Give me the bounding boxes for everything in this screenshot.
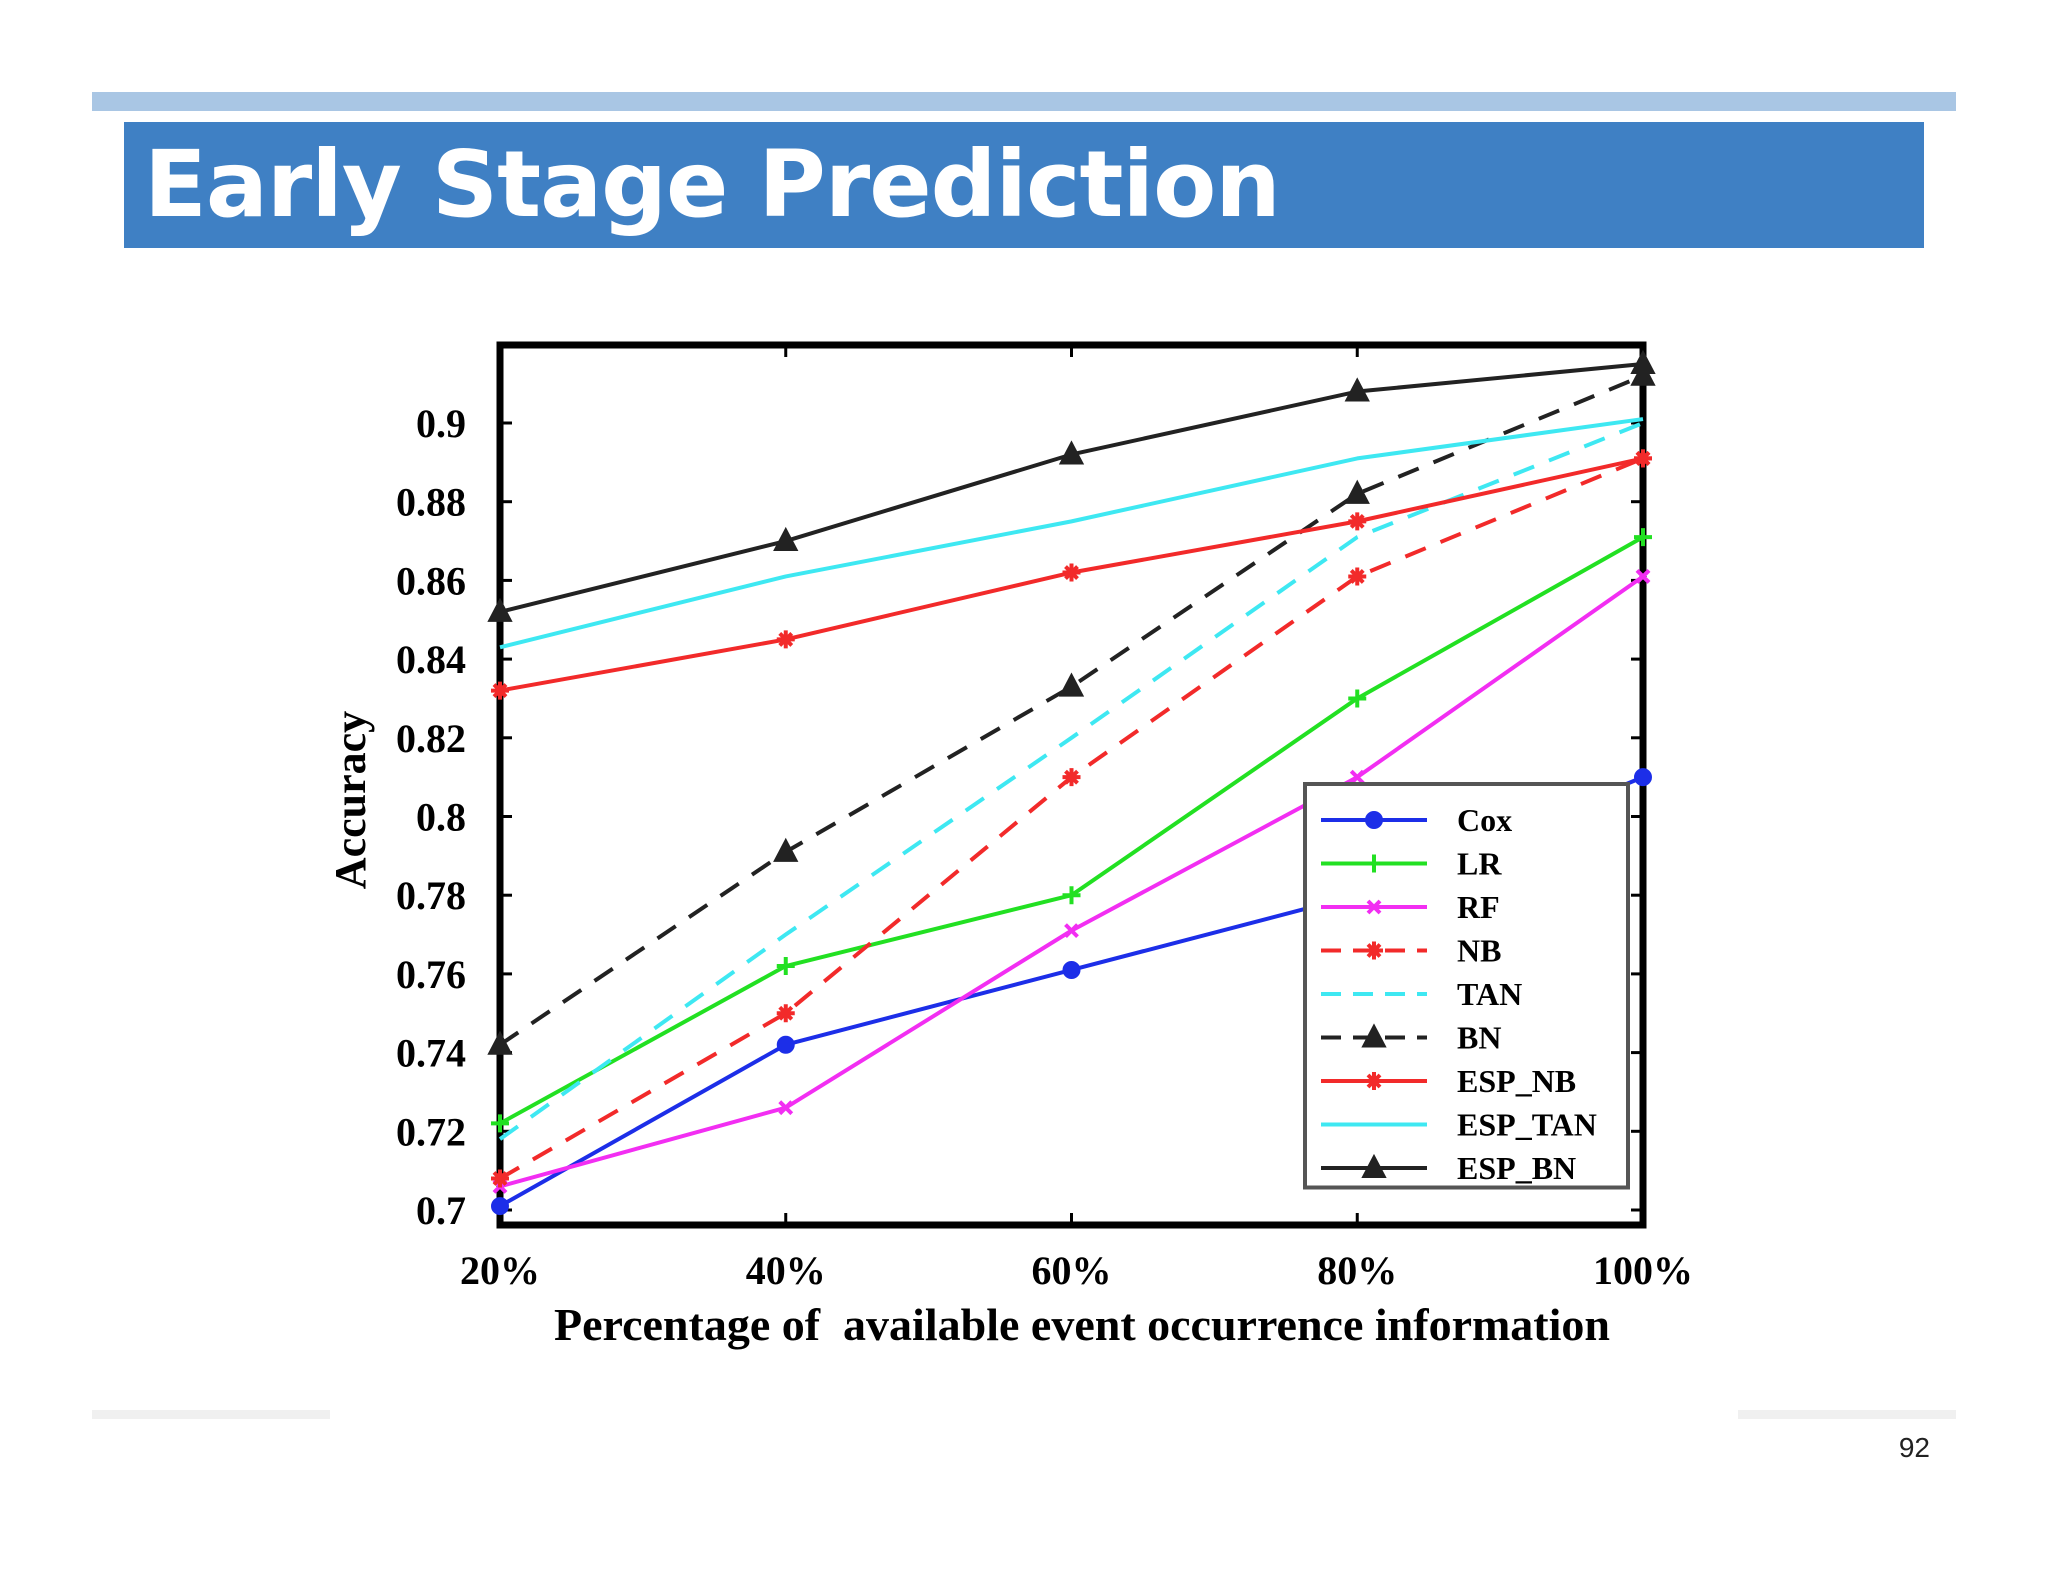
data-point-cox <box>1634 768 1652 787</box>
data-point-esp-bn <box>487 597 513 622</box>
legend-label-nb: NB <box>1457 933 1501 969</box>
bottom-rule-left <box>92 1410 330 1419</box>
top-accent-rule <box>92 92 1956 111</box>
legend-marker-rf <box>1366 899 1382 915</box>
y-tick-label: 0.8 <box>416 795 466 840</box>
series-line-bn <box>498 373 1644 1047</box>
data-point-cox <box>491 1197 509 1216</box>
y-tick-label: 0.74 <box>396 1031 466 1076</box>
y-tick-label: 0.9 <box>416 401 466 446</box>
y-tick-label: 0.88 <box>396 480 466 525</box>
x-tick-label: 100% <box>1593 1248 1693 1293</box>
data-point-cox <box>1062 960 1081 979</box>
legend-marker-bn <box>1361 1023 1387 1048</box>
data-point-esp-bn <box>1058 440 1085 465</box>
title-bar <box>124 122 1924 248</box>
slide-title: Early Stage Prediction <box>144 131 1281 238</box>
data-point-nb <box>1348 567 1367 586</box>
data-point-bn <box>1058 672 1085 697</box>
data-point-lr <box>1348 689 1367 708</box>
x-tick-label: 80% <box>1317 1248 1397 1293</box>
plot-area: 0.7 0.72 0.74 0.76 0.78 0.8 0.82 0.84 0.86 0.88 0.… <box>396 341 1693 1293</box>
y-tick-label: 0.84 <box>396 637 466 682</box>
data-point-esp-bn <box>1630 349 1656 374</box>
data-point-nb <box>491 1169 509 1188</box>
legend-label-esp-tan: ESP_TAN <box>1457 1107 1597 1143</box>
y-tick-label: 0.72 <box>396 1109 466 1154</box>
legend-marker-esp-bn <box>1361 1153 1387 1178</box>
data-point-cox <box>776 1035 795 1054</box>
data-point-esp-nb <box>776 630 795 649</box>
x-tick-label: 40% <box>746 1248 826 1293</box>
data-point-esp-nb <box>1062 563 1081 582</box>
data-point-esp-nb <box>491 681 509 700</box>
data-point-lr <box>776 957 795 976</box>
legend-label-esp-nb: ESP_NB <box>1457 1063 1576 1099</box>
legend-marker-nb <box>1365 941 1383 960</box>
data-point-lr <box>491 1114 509 1133</box>
y-tick-label: 0.78 <box>396 873 466 918</box>
y-tick-label: 0.86 <box>396 558 466 603</box>
y-tick-label: 0.76 <box>396 952 466 997</box>
x-tick-label: 20% <box>460 1248 540 1293</box>
data-point-esp-bn <box>773 526 799 552</box>
page-number: 92 <box>1898 1432 1930 1463</box>
legend-marker-cox <box>1365 811 1383 829</box>
data-point-lr <box>1062 886 1081 905</box>
legend: Cox LR RF NB TAN BN ESP_NB ESP_TAN ESP_BN <box>1303 782 1630 1190</box>
data-point-bn <box>487 1030 513 1055</box>
y-tick-label: 0.82 <box>396 716 466 761</box>
legend-marker-lr <box>1365 854 1383 873</box>
data-point-rf <box>778 1100 794 1116</box>
data-point-bn <box>773 837 799 862</box>
data-point-esp-nb <box>1348 512 1367 531</box>
data-point-rf <box>1349 769 1365 785</box>
data-point-esp-bn <box>1344 377 1370 402</box>
legend-label-bn: BN <box>1457 1020 1501 1056</box>
x-axis-label: Percentage of available event occurrence… <box>554 1299 1610 1350</box>
data-point-rf <box>1064 923 1079 939</box>
y-tick-label: 0.7 <box>416 1188 466 1233</box>
data-point-nb <box>1062 768 1081 787</box>
y-axis-label: Accuracy <box>326 711 375 889</box>
data-point-lr <box>1634 528 1652 547</box>
data-point-nb <box>776 1004 795 1023</box>
data-point-rf <box>1635 569 1651 584</box>
series-line-esp-tan <box>499 417 1644 650</box>
legend-label-cox: Cox <box>1457 802 1512 838</box>
legend-box <box>1303 782 1630 1190</box>
data-point-bn <box>1630 361 1656 386</box>
legend-label-tan: TAN <box>1457 976 1522 1012</box>
bottom-rule-right <box>1738 1410 1956 1419</box>
legend-marker-esp-nb <box>1365 1072 1383 1090</box>
legend-label-rf: RF <box>1457 889 1500 925</box>
data-point-esp-nb <box>1634 449 1652 468</box>
data-point-bn <box>1344 479 1370 504</box>
legend-label-esp-bn: ESP_BN <box>1457 1150 1576 1186</box>
legend-label-lr: LR <box>1457 846 1502 882</box>
x-tick-label: 60% <box>1032 1248 1112 1293</box>
